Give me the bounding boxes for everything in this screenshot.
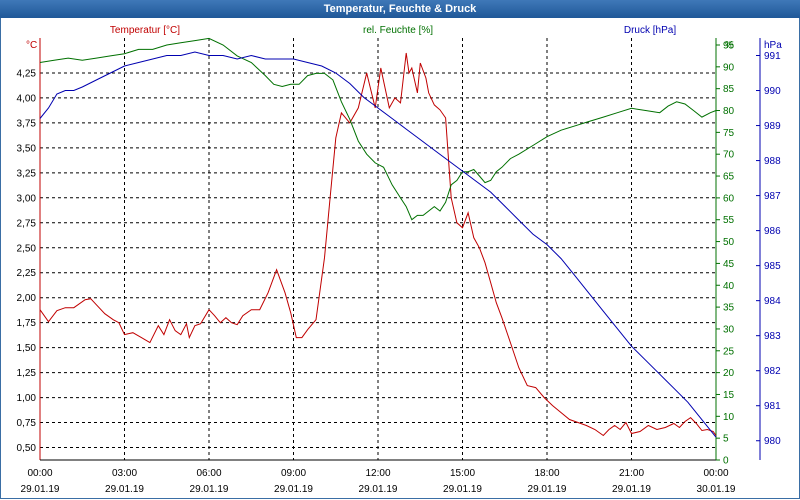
pressure-tick-label: 982	[764, 366, 781, 377]
humidity-tick-label: 70	[723, 150, 735, 161]
temp-tick-label: 3,75	[17, 118, 37, 129]
window-title: Temperatur, Feuchte & Druck	[323, 3, 477, 15]
x-tick-date: 29.01.19	[612, 484, 651, 495]
pressure-line	[39, 51, 717, 438]
humidity-axis-label: rel. Feuchte [%]	[363, 25, 433, 36]
humidity-tick-label: 65	[723, 172, 735, 183]
humidity-tick-label: 0	[723, 456, 729, 467]
pressure-tick-label: 987	[764, 191, 781, 202]
humidity-tick-label: 40	[723, 281, 735, 292]
humidity-tick-label: 25	[723, 346, 735, 357]
temp-tick-label: 4,00	[17, 93, 37, 104]
humidity-tick-label: 95	[723, 40, 735, 51]
temp-tick-label: 1,25	[17, 368, 37, 379]
pressure-axis-unit: hPa	[764, 40, 782, 51]
x-tick-time: 18:00	[534, 468, 559, 479]
temp-tick-label: 3,25	[17, 168, 37, 179]
temp-tick-label: 3,00	[17, 193, 37, 204]
humidity-tick-label: 5	[723, 434, 729, 445]
humidity-tick-label: 10	[723, 412, 735, 423]
humidity-line	[39, 37, 717, 221]
temp-tick-label: 0,75	[17, 418, 37, 429]
x-tick-date: 29.01.19	[105, 484, 144, 495]
pressure-tick-label: 986	[764, 226, 781, 237]
pressure-tick-label: 988	[764, 156, 781, 167]
left-axis-label: Temperatur [°C]	[110, 25, 180, 36]
temp-tick-label: 2,00	[17, 293, 37, 304]
humidity-tick-label: 60	[723, 193, 735, 204]
x-tick-date: 29.01.19	[190, 484, 229, 495]
temp-tick-label: 1,00	[17, 393, 37, 404]
series-lines	[39, 37, 717, 438]
temp-tick-label: 1,50	[17, 343, 37, 354]
x-tick-time: 00:00	[27, 468, 52, 479]
tick-labels: 0,50 0,75 1,00 1,25 1,50 1,75 2,00 2,25 2,50 2,75…	[17, 40, 782, 495]
humidity-tick-label: 35	[723, 303, 735, 314]
x-tick-date: 29.01.19	[359, 484, 398, 495]
humidity-tick-label: 15	[723, 390, 735, 401]
humidity-tick-label: 20	[723, 368, 735, 379]
pressure-tick-label: 991	[764, 51, 781, 62]
pressure-tick-label: 985	[764, 261, 781, 272]
x-tick-date: 30.01.19	[697, 484, 736, 495]
humidity-tick-label: 80	[723, 106, 735, 117]
x-tick-date: 29.01.19	[528, 484, 567, 495]
pressure-axis-label: Druck [hPa]	[624, 25, 676, 36]
temp-tick-label: 1,75	[17, 318, 37, 329]
humidity-tick-label: 55	[723, 215, 735, 226]
x-tick-time: 09:00	[281, 468, 306, 479]
x-tick-time: 15:00	[450, 468, 475, 479]
pressure-tick-label: 984	[764, 296, 781, 307]
temp-tick-label: 0,50	[17, 443, 37, 454]
x-tick-time: 06:00	[196, 468, 221, 479]
axes	[39, 38, 761, 461]
temperature-line	[39, 52, 717, 437]
temp-tick-label: 2,25	[17, 268, 37, 279]
x-tick-time: 12:00	[365, 468, 390, 479]
pressure-tick-label: 983	[764, 331, 781, 342]
pressure-tick-label: 989	[764, 121, 781, 132]
humidity-tick-label: 85	[723, 84, 735, 95]
x-tick-date: 29.01.19	[274, 484, 313, 495]
humidity-tick-label: 90	[723, 62, 735, 73]
temp-tick-label: 2,50	[17, 243, 37, 254]
left-axis-unit: °C	[26, 40, 37, 51]
humidity-tick-label: 30	[723, 324, 735, 335]
humidity-axis-unit: %	[725, 40, 734, 51]
title-bar: Temperatur, Feuchte & Druck	[0, 0, 800, 18]
x-tick-time: 21:00	[619, 468, 644, 479]
x-tick-time: 00:00	[703, 468, 728, 479]
temp-tick-label: 3,50	[17, 143, 37, 154]
humidity-tick-label: 50	[723, 237, 735, 248]
pressure-tick-label: 990	[764, 86, 781, 97]
humidity-tick-label: 45	[723, 259, 735, 270]
x-tick-date: 29.01.19	[21, 484, 60, 495]
x-tick-date: 29.01.19	[443, 484, 482, 495]
pressure-tick-label: 980	[764, 436, 781, 447]
humidity-tick-label: 75	[723, 128, 735, 139]
grid	[40, 38, 716, 460]
temp-tick-label: 2,75	[17, 218, 37, 229]
x-tick-time: 03:00	[112, 468, 137, 479]
pressure-tick-label: 981	[764, 401, 781, 412]
temp-tick-label: 4,25	[17, 68, 37, 79]
